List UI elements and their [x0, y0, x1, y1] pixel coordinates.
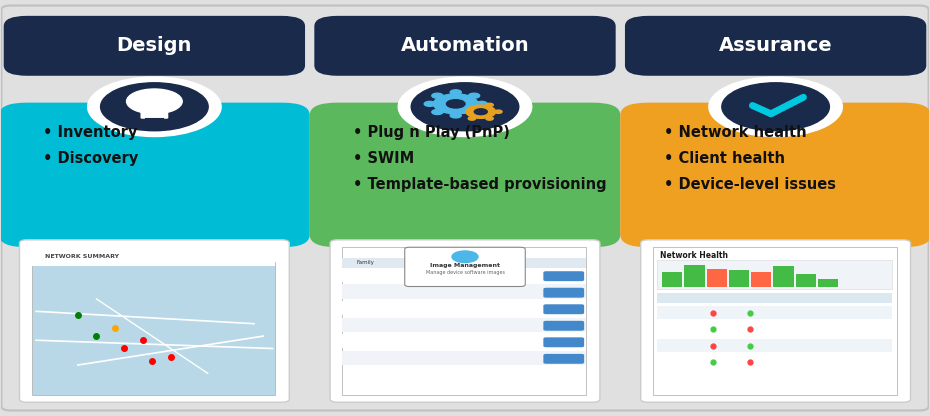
Text: • Template-based provisioning: • Template-based provisioning: [353, 176, 607, 191]
Circle shape: [469, 109, 480, 114]
Circle shape: [476, 102, 487, 106]
Circle shape: [485, 117, 493, 120]
Circle shape: [100, 83, 208, 131]
Circle shape: [450, 90, 461, 95]
Text: NETWORK SUMMARY: NETWORK SUMMARY: [46, 254, 120, 259]
FancyBboxPatch shape: [342, 334, 586, 349]
FancyBboxPatch shape: [795, 274, 816, 287]
Text: • Client health: • Client health: [664, 151, 785, 166]
Circle shape: [466, 105, 496, 118]
FancyBboxPatch shape: [543, 337, 584, 347]
FancyBboxPatch shape: [658, 339, 892, 352]
FancyBboxPatch shape: [543, 288, 584, 298]
Circle shape: [709, 77, 843, 136]
FancyBboxPatch shape: [543, 304, 584, 314]
FancyBboxPatch shape: [662, 278, 683, 287]
Text: Design: Design: [116, 36, 193, 55]
FancyBboxPatch shape: [32, 249, 275, 266]
Text: Image Management: Image Management: [430, 262, 500, 267]
Circle shape: [411, 83, 519, 131]
FancyBboxPatch shape: [751, 267, 772, 287]
Circle shape: [452, 251, 478, 262]
Circle shape: [469, 93, 480, 98]
Circle shape: [495, 110, 502, 114]
FancyBboxPatch shape: [342, 351, 586, 365]
Circle shape: [459, 110, 467, 114]
Circle shape: [450, 113, 461, 118]
FancyBboxPatch shape: [342, 247, 586, 395]
Circle shape: [432, 109, 443, 114]
FancyBboxPatch shape: [658, 322, 892, 335]
FancyBboxPatch shape: [543, 321, 584, 331]
FancyBboxPatch shape: [817, 274, 838, 287]
FancyBboxPatch shape: [310, 103, 620, 247]
FancyBboxPatch shape: [684, 271, 705, 287]
FancyBboxPatch shape: [620, 103, 930, 247]
FancyBboxPatch shape: [342, 285, 586, 299]
Text: Automation: Automation: [401, 36, 529, 55]
Text: Family: Family: [356, 260, 374, 265]
FancyBboxPatch shape: [0, 103, 310, 247]
FancyBboxPatch shape: [314, 16, 616, 76]
Circle shape: [398, 77, 532, 136]
FancyBboxPatch shape: [4, 16, 305, 76]
FancyBboxPatch shape: [1, 5, 929, 411]
Text: • Discovery: • Discovery: [43, 151, 138, 166]
Text: • Network health: • Network health: [664, 125, 806, 140]
Circle shape: [468, 103, 475, 106]
FancyBboxPatch shape: [20, 240, 289, 402]
Text: • Plug n Play (PnP): • Plug n Play (PnP): [353, 125, 511, 140]
Circle shape: [126, 89, 182, 114]
FancyBboxPatch shape: [658, 260, 892, 289]
FancyBboxPatch shape: [405, 247, 525, 287]
Circle shape: [432, 93, 443, 98]
FancyBboxPatch shape: [330, 240, 600, 402]
FancyBboxPatch shape: [641, 240, 910, 402]
Circle shape: [424, 102, 435, 106]
FancyBboxPatch shape: [342, 301, 586, 315]
FancyBboxPatch shape: [32, 262, 275, 395]
FancyBboxPatch shape: [658, 293, 892, 303]
Text: Image Name: Image Name: [426, 260, 461, 265]
FancyBboxPatch shape: [729, 269, 750, 287]
Text: Manage device software images: Manage device software images: [426, 270, 504, 275]
Text: • Device-level issues: • Device-level issues: [664, 176, 836, 191]
FancyBboxPatch shape: [342, 268, 586, 282]
Circle shape: [474, 109, 487, 115]
Circle shape: [446, 100, 465, 108]
FancyBboxPatch shape: [625, 16, 926, 76]
Circle shape: [485, 103, 493, 106]
Text: Assurance: Assurance: [719, 36, 832, 55]
Text: • Inventory: • Inventory: [43, 125, 137, 140]
FancyBboxPatch shape: [543, 354, 584, 364]
Circle shape: [468, 117, 475, 120]
Circle shape: [87, 77, 221, 136]
Text: • SWIM: • SWIM: [353, 151, 415, 166]
FancyBboxPatch shape: [342, 258, 586, 268]
FancyBboxPatch shape: [707, 273, 727, 287]
FancyBboxPatch shape: [342, 317, 586, 332]
FancyBboxPatch shape: [543, 271, 584, 281]
Text: Network Health: Network Health: [660, 251, 728, 260]
Circle shape: [433, 94, 478, 114]
FancyBboxPatch shape: [653, 247, 897, 395]
Circle shape: [722, 83, 830, 131]
FancyBboxPatch shape: [658, 305, 892, 319]
FancyBboxPatch shape: [774, 279, 793, 287]
FancyBboxPatch shape: [658, 355, 892, 368]
FancyBboxPatch shape: [140, 112, 168, 119]
